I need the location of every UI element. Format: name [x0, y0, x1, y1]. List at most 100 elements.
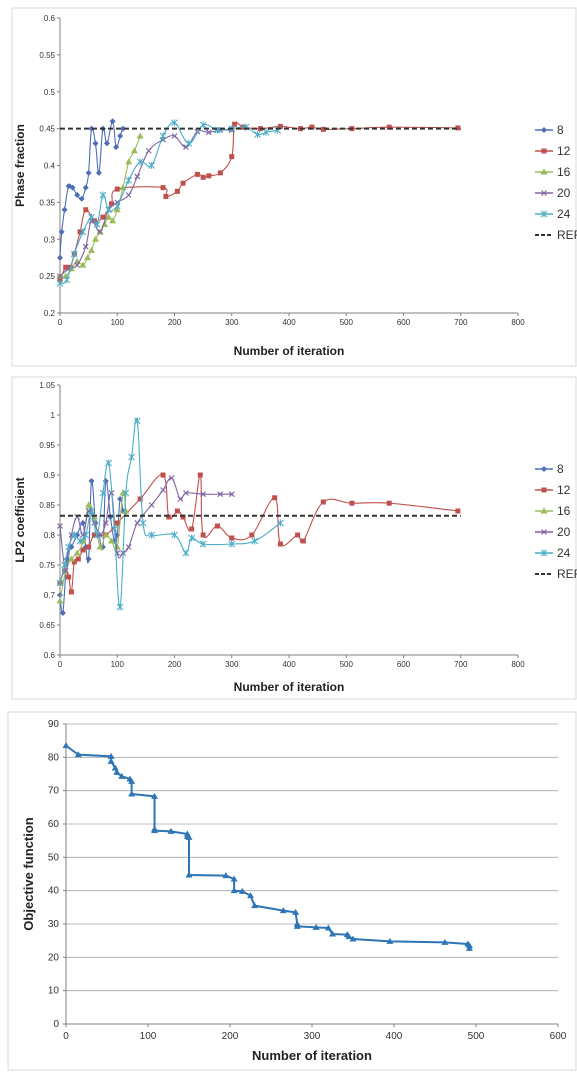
x-tick-label: 700	[454, 660, 468, 669]
data-point	[137, 496, 143, 502]
data-point	[230, 875, 238, 882]
legend-entry: 16	[535, 504, 571, 518]
x-tick-label: 400	[282, 318, 296, 327]
data-point	[109, 217, 117, 224]
lp2-coefficient-chart: 0 100 200 300 400 500 600 700 800 0.6 0.65 0.7 0.75 0…	[11, 376, 577, 700]
data-point	[349, 500, 355, 506]
data-point	[88, 125, 95, 132]
legend-entry: 16	[535, 165, 571, 179]
legend-entry: 24	[535, 546, 571, 560]
y-tick-label: 0.85	[39, 501, 55, 510]
data-point	[185, 139, 193, 147]
x-tick-label: 300	[225, 318, 239, 327]
y-tick-label: 70	[48, 786, 60, 797]
data-point	[171, 133, 178, 139]
legend-entry: REF	[535, 567, 577, 581]
data-point	[180, 180, 186, 186]
data-point	[79, 261, 87, 268]
data-point	[63, 276, 71, 284]
data-point	[171, 119, 178, 127]
data-point	[168, 475, 175, 481]
data-point	[77, 229, 83, 235]
legend-label: 24	[557, 207, 571, 221]
data-point	[113, 144, 120, 151]
data-point	[222, 872, 230, 879]
data-point	[85, 501, 93, 508]
x-tick-label: 800	[511, 660, 525, 669]
data-point	[229, 535, 235, 541]
y-axis-label: Phase fraction	[13, 124, 27, 207]
data-point	[205, 129, 212, 136]
legend-label: 24	[557, 546, 571, 560]
y-tick-label: 0.55	[39, 51, 55, 60]
x-tick-label: 400	[282, 660, 296, 669]
data-point	[128, 777, 136, 784]
data-point	[214, 523, 220, 529]
y-axis-label: LP2 coefficient	[13, 477, 27, 562]
legend-entry: 20	[535, 525, 571, 539]
legend-marker	[541, 190, 547, 196]
data-point	[249, 532, 255, 538]
legend-label: 8	[557, 123, 564, 137]
data-point	[75, 556, 81, 562]
data-point	[295, 532, 301, 538]
x-tick-label: 500	[468, 1031, 485, 1042]
data-point	[107, 752, 115, 759]
data-point	[79, 520, 86, 526]
data-point	[386, 937, 394, 944]
data-point	[200, 491, 207, 498]
data-point	[134, 173, 141, 180]
data-point	[139, 519, 147, 527]
data-point	[71, 559, 77, 565]
legend-marker	[541, 127, 547, 133]
data-point	[206, 173, 212, 179]
legend-label: 12	[557, 144, 571, 158]
data-point	[88, 478, 95, 484]
data-point	[114, 520, 120, 526]
x-axis-label: Number of iteration	[234, 344, 345, 358]
data-point	[262, 128, 270, 136]
y-tick-label: 0.6	[44, 14, 56, 23]
legend-label: 12	[557, 483, 571, 497]
data-point	[251, 902, 259, 909]
data-point	[122, 507, 130, 514]
data-point	[180, 514, 186, 520]
data-point	[247, 892, 254, 899]
data-point	[113, 202, 121, 210]
legend-label: 8	[557, 462, 564, 476]
y-tick-label: 0.2	[44, 309, 56, 318]
data-point	[62, 742, 70, 749]
data-point	[88, 507, 95, 515]
y-tick-label: 0.75	[39, 561, 55, 570]
data-point	[441, 938, 449, 945]
data-point	[91, 532, 97, 538]
series-objective	[62, 742, 473, 951]
data-point	[76, 537, 84, 545]
legend-marker	[540, 210, 548, 218]
data-point	[159, 132, 167, 140]
data-point	[97, 228, 103, 235]
data-point	[66, 574, 72, 580]
data-point	[93, 221, 101, 228]
data-point	[329, 930, 336, 937]
data-point	[200, 532, 206, 538]
data-point	[74, 192, 81, 198]
data-point	[148, 502, 155, 508]
data-point	[320, 499, 326, 505]
data-point	[57, 523, 63, 529]
data-point	[102, 520, 109, 526]
y-tick-label: 0.65	[39, 621, 55, 630]
series-12	[57, 472, 461, 595]
y-tick-label: 0.7	[44, 591, 56, 600]
data-point	[57, 273, 63, 280]
data-point	[183, 144, 189, 150]
data-point	[272, 495, 278, 501]
y-tick-label: 50	[48, 852, 60, 863]
data-point	[109, 201, 115, 207]
data-point	[277, 123, 283, 129]
y-tick-label: 0.3	[44, 235, 56, 244]
data-point	[108, 537, 116, 544]
data-point	[465, 944, 473, 951]
legend-marker	[540, 168, 548, 175]
